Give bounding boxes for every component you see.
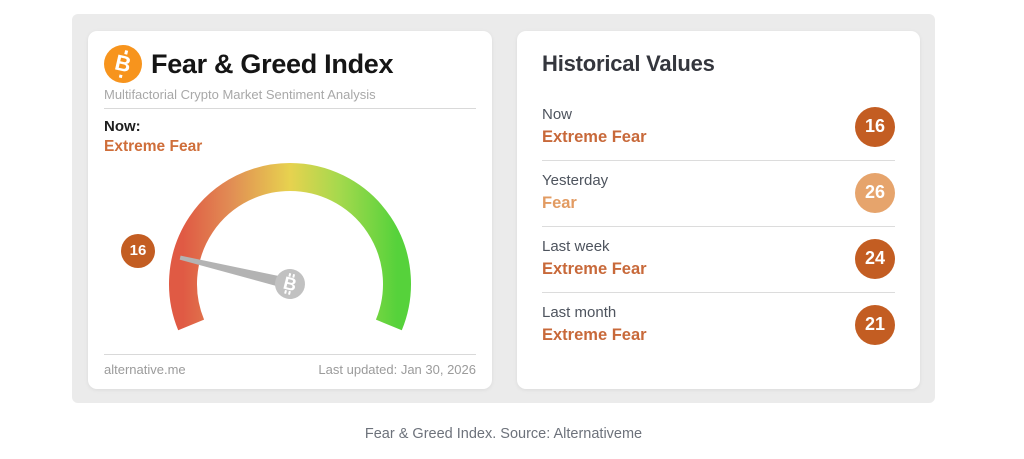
historical-row: Last week Extreme Fear 24 [542, 226, 895, 292]
widget-panel: B Fear & Greed Index Multifactorial Cryp… [72, 14, 935, 403]
bitcoin-glyph: B [112, 49, 134, 78]
value-badge: 24 [855, 238, 895, 279]
gauge-svg: B [169, 162, 411, 330]
period-label: Yesterday [542, 172, 609, 189]
classification-label: Extreme Fear [542, 128, 647, 146]
gauge-chart: B 16 [104, 162, 476, 347]
gauge-value-badge: 16 [121, 233, 155, 268]
historical-title: Historical Values [542, 51, 715, 76]
period-label: Last month [542, 304, 617, 321]
card-title: Fear & Greed Index [151, 48, 394, 79]
historical-rows: Now Extreme Fear 16 Yesterday Fear 26 La… [542, 95, 895, 358]
last-updated-text: Last updated: Jan 30, 2026 [318, 362, 476, 377]
period-label: Now [542, 106, 573, 123]
historical-values-card: Historical Values Now Extreme Fear 16 Ye… [517, 31, 920, 389]
value-badge: 26 [855, 172, 895, 213]
gauge-card-header: B Fear & Greed Index [104, 45, 476, 83]
historical-row: Last month Extreme Fear 21 [542, 292, 895, 358]
classification-label: Extreme Fear [542, 326, 647, 344]
historical-row: Yesterday Fear 26 [542, 160, 895, 226]
gauge-needle [179, 255, 292, 289]
bitcoin-icon: B [104, 45, 142, 83]
divider [104, 108, 476, 109]
hub-bitcoin-glyph: B [281, 272, 298, 295]
figure-caption: Fear & Greed Index. Source: Alternativem… [364, 426, 643, 442]
classification-label: Fear [542, 194, 577, 212]
classification-label: Extreme Fear [542, 260, 647, 278]
period-label: Last week [542, 238, 610, 255]
value-badge: 16 [855, 106, 895, 147]
value-badge: 21 [855, 304, 895, 345]
historical-row: Now Extreme Fear 16 [542, 95, 895, 160]
fear-greed-gauge-card: B Fear & Greed Index Multifactorial Cryp… [88, 31, 492, 389]
gauge-card-footer: alternative.me Last updated: Jan 30, 202… [104, 348, 476, 377]
now-classification: Extreme Fear [104, 138, 203, 155]
gauge-hub: B [275, 268, 305, 299]
now-label: Now: [104, 118, 141, 135]
divider [104, 354, 476, 355]
gauge-arc [169, 162, 411, 330]
card-subtitle: Multifactorial Crypto Market Sentiment A… [104, 87, 376, 102]
source-link[interactable]: alternative.me [104, 362, 186, 377]
